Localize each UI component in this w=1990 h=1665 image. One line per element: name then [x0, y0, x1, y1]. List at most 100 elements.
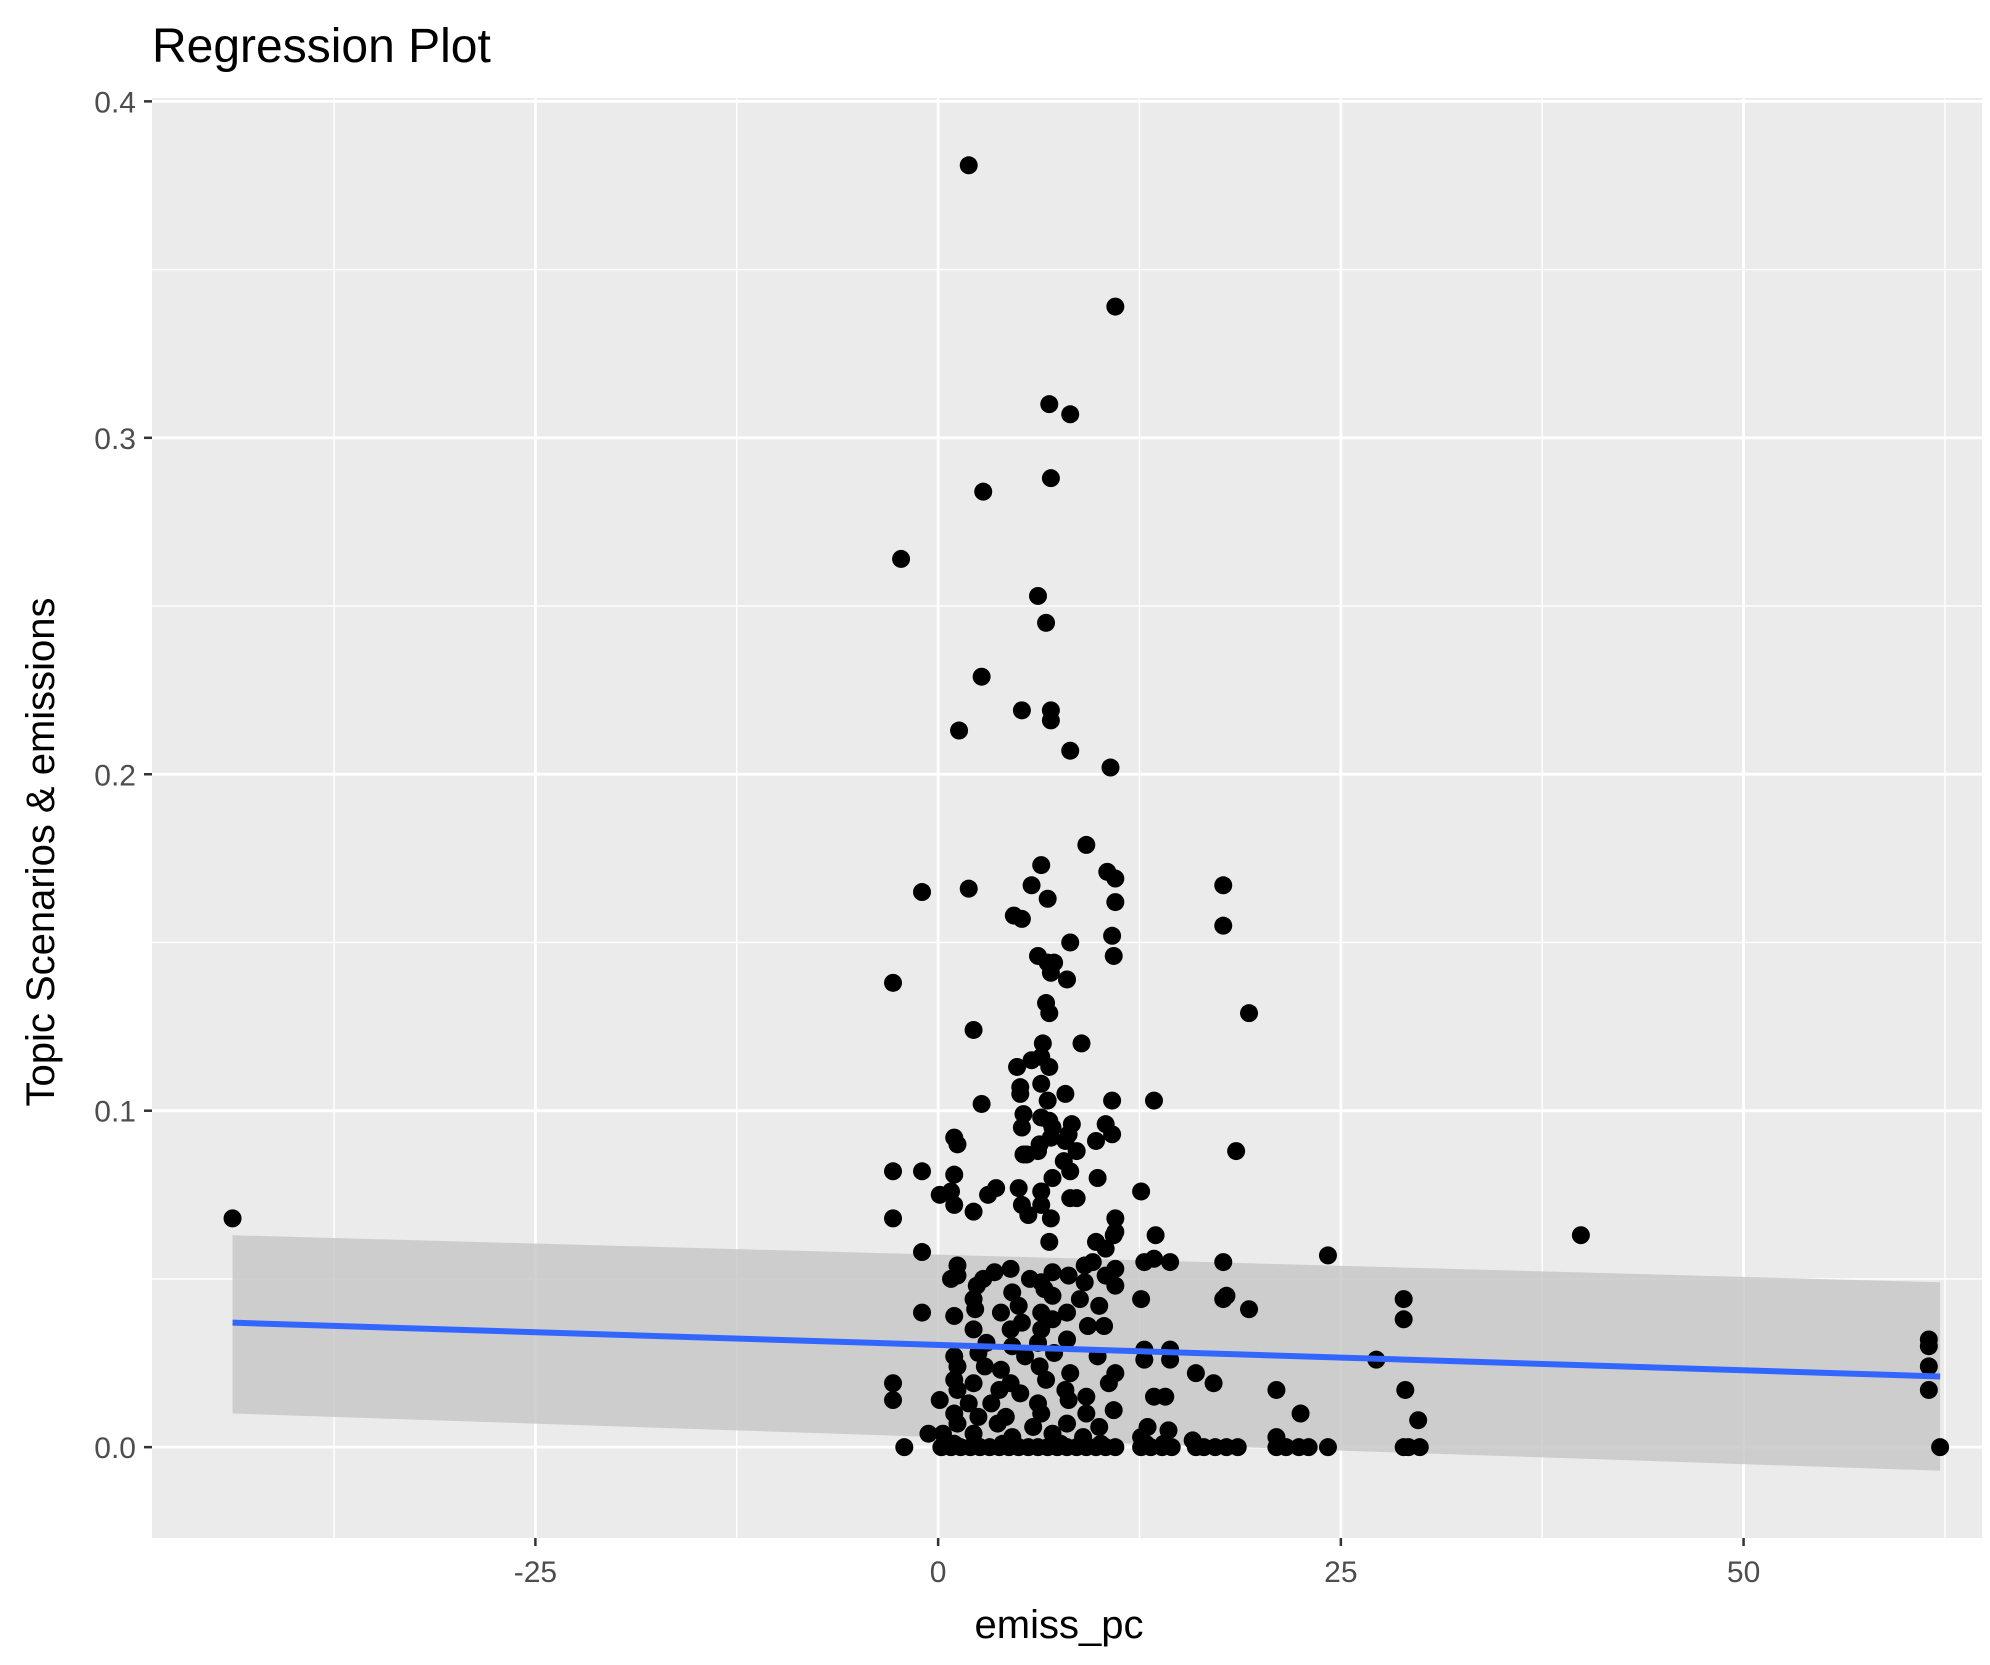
y-tick-label: 0.3	[94, 423, 136, 456]
data-point	[1571, 1226, 1590, 1245]
data-point	[1214, 916, 1233, 935]
data-point	[1088, 1169, 1107, 1187]
data-point	[1012, 1118, 1031, 1137]
data-point	[945, 1165, 964, 1184]
data-point	[1009, 1179, 1028, 1198]
data-point	[1156, 1387, 1175, 1406]
data-point	[1132, 1182, 1151, 1201]
y-axis-title: Topic Scenarios & emissions	[19, 597, 63, 1106]
data-point	[1106, 297, 1125, 316]
data-point	[913, 1162, 932, 1181]
data-point	[1030, 1357, 1049, 1376]
data-point	[1038, 1091, 1057, 1110]
data-point	[1090, 1296, 1109, 1315]
data-point	[884, 1162, 903, 1181]
data-point	[964, 1320, 983, 1339]
data-point	[1058, 1303, 1076, 1322]
data-point	[1024, 1417, 1043, 1436]
data-point	[967, 1276, 986, 1295]
data-point	[966, 1300, 985, 1319]
data-point	[1931, 1438, 1950, 1457]
data-point	[988, 1414, 1007, 1433]
data-point	[945, 1434, 964, 1453]
data-point	[1032, 856, 1051, 875]
data-point	[1318, 1438, 1337, 1457]
data-point	[1014, 1105, 1033, 1124]
data-point	[1059, 1266, 1078, 1285]
data-point	[919, 1424, 938, 1443]
data-point	[959, 1394, 978, 1413]
data-point	[1041, 711, 1060, 730]
data-point	[1095, 1317, 1114, 1336]
data-point	[1032, 1195, 1051, 1214]
data-point	[1103, 926, 1122, 945]
data-point	[1240, 1300, 1259, 1319]
data-point	[1078, 1317, 1097, 1336]
y-axis: 0.0 0.1 0.2 0.3 0.4	[94, 86, 152, 1465]
data-point	[1072, 1034, 1091, 1053]
data-point	[1033, 1034, 1052, 1053]
data-point	[1919, 1357, 1938, 1376]
data-point	[1318, 1246, 1337, 1265]
x-tick-label: 25	[1324, 1556, 1357, 1589]
data-point	[974, 482, 993, 501]
data-point	[959, 879, 978, 898]
data-point	[1104, 1226, 1123, 1245]
x-axis-title: emiss_pc	[975, 1603, 1144, 1647]
y-tick-label: 0.2	[94, 759, 136, 792]
data-point	[1067, 1189, 1086, 1208]
data-point	[1186, 1364, 1205, 1383]
data-point	[1090, 1417, 1109, 1436]
data-point	[913, 1243, 932, 1262]
data-point	[1032, 1320, 1051, 1339]
data-point	[895, 1438, 914, 1457]
data-point	[1267, 1380, 1286, 1399]
data-point	[1214, 876, 1233, 895]
data-point	[892, 549, 911, 568]
data-point	[1011, 1084, 1030, 1103]
data-point	[990, 1380, 1009, 1399]
data-point	[1041, 1128, 1060, 1147]
data-point	[223, 1209, 242, 1228]
data-point	[1059, 1391, 1078, 1410]
data-point	[942, 1182, 961, 1201]
data-point	[1011, 1384, 1030, 1403]
data-point	[1083, 1253, 1102, 1272]
data-point	[950, 721, 969, 740]
data-point	[1061, 1162, 1080, 1181]
data-point	[1204, 1374, 1223, 1393]
data-point	[1077, 1404, 1096, 1423]
data-point	[975, 1357, 994, 1376]
data-point	[1103, 1125, 1122, 1144]
data-point	[1086, 1131, 1105, 1150]
regression-line	[232, 1319, 1941, 1380]
data-point	[913, 883, 932, 902]
data-point	[1106, 1438, 1125, 1457]
data-point	[1056, 1084, 1075, 1103]
data-point	[1037, 613, 1056, 632]
data-point	[1104, 946, 1123, 965]
data-point	[1919, 1337, 1938, 1356]
data-point	[1003, 1283, 1022, 1302]
data-point	[1144, 1091, 1163, 1110]
data-point	[964, 1424, 983, 1443]
data-point	[1106, 1276, 1125, 1295]
data-point	[945, 1195, 964, 1214]
data-point	[1032, 1074, 1051, 1093]
data-point	[1017, 1145, 1036, 1164]
data-point	[1032, 1182, 1051, 1201]
data-point	[913, 1303, 932, 1322]
data-point	[1410, 1438, 1429, 1457]
data-point	[1091, 1434, 1110, 1453]
data-point	[1096, 1239, 1115, 1258]
data-point	[991, 1360, 1010, 1379]
data-point	[982, 1394, 1001, 1413]
y-tick-label: 0.0	[94, 1432, 136, 1465]
data-point	[1103, 1091, 1122, 1110]
data-point	[1101, 758, 1120, 777]
x-tick-label: 50	[1727, 1556, 1760, 1589]
data-point	[1040, 1232, 1059, 1251]
data-point	[1136, 1434, 1155, 1453]
data-point	[1228, 1438, 1247, 1457]
data-point	[1038, 889, 1057, 908]
